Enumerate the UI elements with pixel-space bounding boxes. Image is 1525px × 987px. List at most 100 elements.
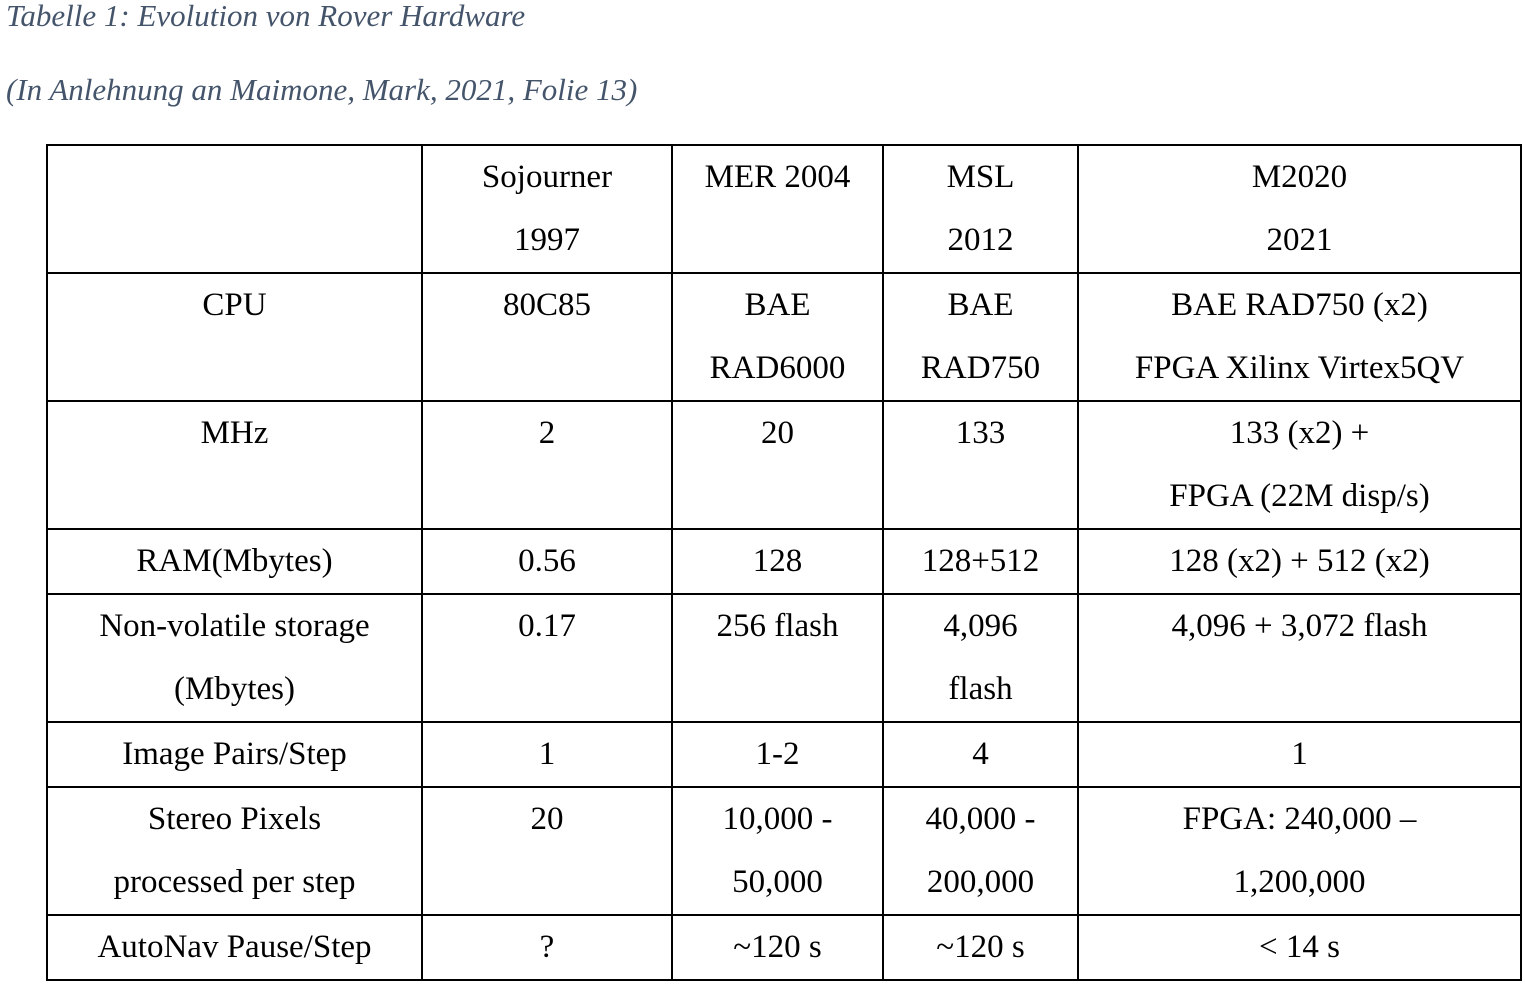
row-label-text: (Mbytes)	[174, 671, 295, 707]
table-header-row: Sojourner 1997 MER 2004 MSL 2012 M2020 2…	[46, 144, 1522, 274]
cell-text: 200,000	[926, 864, 1035, 900]
cell-mhz-msl: 133	[882, 400, 1079, 530]
cell-cpu-msl: BAE RAD750	[882, 272, 1079, 402]
cell-storage-sojourner: 0.17	[421, 593, 673, 723]
cell-text: 128	[752, 543, 803, 579]
table-row-stereo-pixels: Stereo Pixels processed per step 20 10,0…	[46, 786, 1522, 916]
cell-text: 133	[955, 415, 1006, 451]
cell-autonav-mer: ~120 s	[671, 914, 884, 981]
row-label-storage: Non-volatile storage (Mbytes)	[46, 593, 423, 723]
table-row-image-pairs: Image Pairs/Step 1 1-2 4 1	[46, 721, 1522, 788]
rover-hardware-table: Sojourner 1997 MER 2004 MSL 2012 M2020 2…	[46, 144, 1522, 981]
cell-text: 4,096 + 3,072 flash	[1171, 608, 1428, 644]
cell-autonav-msl: ~120 s	[882, 914, 1079, 981]
header-m2020-name: M2020	[1251, 159, 1348, 195]
table-row-cpu: CPU 80C85 BAE RAD6000 BAE RAD750 BAE RAD…	[46, 272, 1522, 402]
cell-text: 1	[538, 736, 556, 772]
cell-text: 4	[972, 736, 989, 772]
table-row-autonav: AutoNav Pause/Step ? ~120 s ~120 s < 14 …	[46, 914, 1522, 981]
cell-mhz-mer: 20	[671, 400, 884, 530]
cell-text: RAD750	[920, 350, 1041, 386]
row-label-text: RAM(Mbytes)	[136, 543, 333, 579]
row-label-text: Image Pairs/Step	[122, 736, 347, 772]
cell-cpu-mer: BAE RAD6000	[671, 272, 884, 402]
cell-text: 128+512	[921, 543, 1040, 579]
row-label-text: Non-volatile storage	[99, 608, 370, 644]
cell-text: FPGA: 240,000 –	[1182, 801, 1417, 837]
cell-text: 2	[538, 415, 556, 451]
cell-text: 0.17	[518, 608, 576, 644]
row-label-text: processed per step	[113, 864, 356, 900]
cell-storage-mer: 256 flash	[671, 593, 884, 723]
cell-stereo-pixels-mer: 10,000 - 50,000	[671, 786, 884, 916]
table-caption: Tabelle 1: Evolution von Rover Hardware	[6, 0, 526, 33]
row-label-text: CPU	[202, 287, 267, 323]
cell-text: FPGA Xilinx Virtex5QV	[1134, 350, 1465, 386]
cell-text: 256 flash	[716, 608, 839, 644]
cell-storage-msl: 4,096 flash	[882, 593, 1079, 723]
cell-ram-sojourner: 0.56	[421, 528, 673, 595]
cell-text: 80C85	[502, 287, 591, 323]
cell-text: 20	[530, 801, 564, 837]
cell-ram-m2020: 128 (x2) + 512 (x2)	[1077, 528, 1522, 595]
cell-image-pairs-sojourner: 1	[421, 721, 673, 788]
cell-text: 0.56	[518, 543, 576, 579]
table-row-storage: Non-volatile storage (Mbytes) 0.17 256 f…	[46, 593, 1522, 723]
row-label-stereo-pixels: Stereo Pixels processed per step	[46, 786, 423, 916]
cell-ram-msl: 128+512	[882, 528, 1079, 595]
header-msl: MSL 2012	[882, 144, 1079, 274]
row-label-image-pairs: Image Pairs/Step	[46, 721, 423, 788]
header-mer-name: MER 2004	[704, 159, 851, 195]
cell-text: 128 (x2) + 512 (x2)	[1169, 543, 1430, 579]
cell-cpu-sojourner: 80C85	[421, 272, 673, 402]
header-blank-cell	[46, 144, 423, 274]
cell-text: ~120 s	[936, 929, 1025, 965]
row-label-mhz: MHz	[46, 400, 423, 530]
cell-stereo-pixels-m2020: FPGA: 240,000 – 1,200,000	[1077, 786, 1522, 916]
header-m2020: M2020 2021	[1077, 144, 1522, 274]
header-msl-year: 2012	[947, 222, 1014, 258]
cell-text: ?	[539, 929, 555, 965]
cell-stereo-pixels-msl: 40,000 - 200,000	[882, 786, 1079, 916]
cell-image-pairs-msl: 4	[882, 721, 1079, 788]
cell-text: BAE	[947, 287, 1014, 323]
cell-autonav-m2020: < 14 s	[1077, 914, 1522, 981]
row-label-ram: RAM(Mbytes)	[46, 528, 423, 595]
cell-autonav-sojourner: ?	[421, 914, 673, 981]
cell-text: 1-2	[755, 736, 800, 772]
table-source-note: (In Anlehnung an Maimone, Mark, 2021, Fo…	[6, 72, 638, 107]
cell-mhz-m2020: 133 (x2) + FPGA (22M disp/s)	[1077, 400, 1522, 530]
header-m2020-year: 2021	[1266, 222, 1333, 258]
header-sojourner-year: 1997	[514, 222, 580, 258]
table-row-ram: RAM(Mbytes) 0.56 128 128+512 128 (x2) + …	[46, 528, 1522, 595]
cell-cpu-m2020: BAE RAD750 (x2) FPGA Xilinx Virtex5QV	[1077, 272, 1522, 402]
row-label-autonav: AutoNav Pause/Step	[46, 914, 423, 981]
cell-text: FPGA (22M disp/s)	[1169, 478, 1430, 514]
cell-text: < 14 s	[1259, 929, 1340, 965]
cell-image-pairs-mer: 1-2	[671, 721, 884, 788]
cell-text: BAE RAD750 (x2)	[1171, 287, 1428, 323]
cell-text: BAE	[744, 287, 811, 323]
cell-text: flash	[948, 671, 1013, 707]
cell-text: 1	[1291, 736, 1308, 772]
cell-text: 4,096	[943, 608, 1018, 644]
cell-text: 40,000 -	[925, 801, 1036, 837]
cell-text: 50,000	[732, 864, 823, 900]
header-mer: MER 2004	[671, 144, 884, 274]
header-msl-name: MSL	[946, 159, 1015, 195]
cell-ram-mer: 128	[671, 528, 884, 595]
cell-text: ~120 s	[733, 929, 822, 965]
cell-text: RAD6000	[709, 350, 846, 386]
cell-text: 1,200,000	[1233, 864, 1366, 900]
cell-text: 20	[761, 415, 794, 451]
cell-mhz-sojourner: 2	[421, 400, 673, 530]
cell-image-pairs-m2020: 1	[1077, 721, 1522, 788]
cell-text: 133 (x2) +	[1229, 415, 1370, 451]
cell-text: 10,000 -	[722, 801, 833, 837]
header-sojourner-name: Sojourner	[481, 159, 613, 195]
row-label-text: Stereo Pixels	[147, 801, 322, 837]
row-label-cpu: CPU	[46, 272, 423, 402]
table-row-mhz: MHz 2 20 133 133 (x2) + FPGA (22M disp/s…	[46, 400, 1522, 530]
cell-stereo-pixels-sojourner: 20	[421, 786, 673, 916]
row-label-text: MHz	[200, 415, 269, 451]
